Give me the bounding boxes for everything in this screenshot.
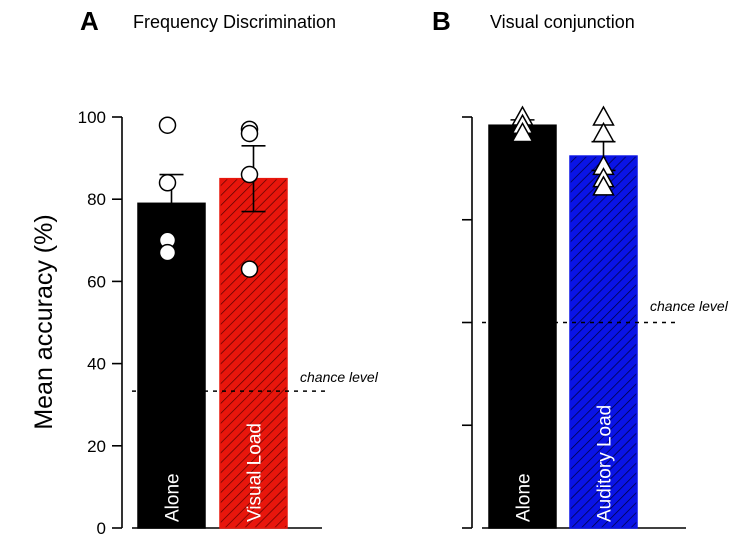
panel-a-data-point [240,124,259,143]
panel-a-data-point [240,165,259,184]
panel-b-category-label: Auditory Load [595,405,616,522]
panel-b-title: Visual conjunction [490,12,635,32]
panel-a-y-tick-label: 20 [87,437,106,456]
panel-a-y-tick-label: 0 [97,519,106,537]
y-axis-label: Mean accuracy (%) [30,214,58,429]
panel-a-y-tick-label: 100 [78,108,106,127]
panel-a-data-point [158,116,177,134]
panel-a-data-point [158,243,177,262]
panel-a-title: Frequency Discrimination [133,12,336,32]
panel-a-letter: A [80,6,99,36]
panel-b-chance-label: chance level [650,298,729,314]
panel-a-category-label: Alone [163,473,184,522]
panel-a-y-tick-label: 40 [87,355,106,374]
panel-a-bar [219,177,288,529]
panel-a-y-tick-label: 80 [87,190,106,209]
panel-b-letter: B [432,6,451,36]
panel-a-data-point [240,260,259,278]
panel-a-data-point [158,174,177,192]
panel-b-category-label: Alone [514,473,535,522]
panel-a-category-label: Visual Load [245,423,266,522]
panel-b-data-point [511,121,534,143]
panel-a-y-tick-label: 60 [87,272,106,291]
panel-b-data-point [592,121,615,143]
panel-b-bar [569,155,638,529]
panel-a-chance-label: chance level [300,369,379,385]
panel-b-bar [488,124,557,529]
panel-b-data-point [592,175,615,196]
